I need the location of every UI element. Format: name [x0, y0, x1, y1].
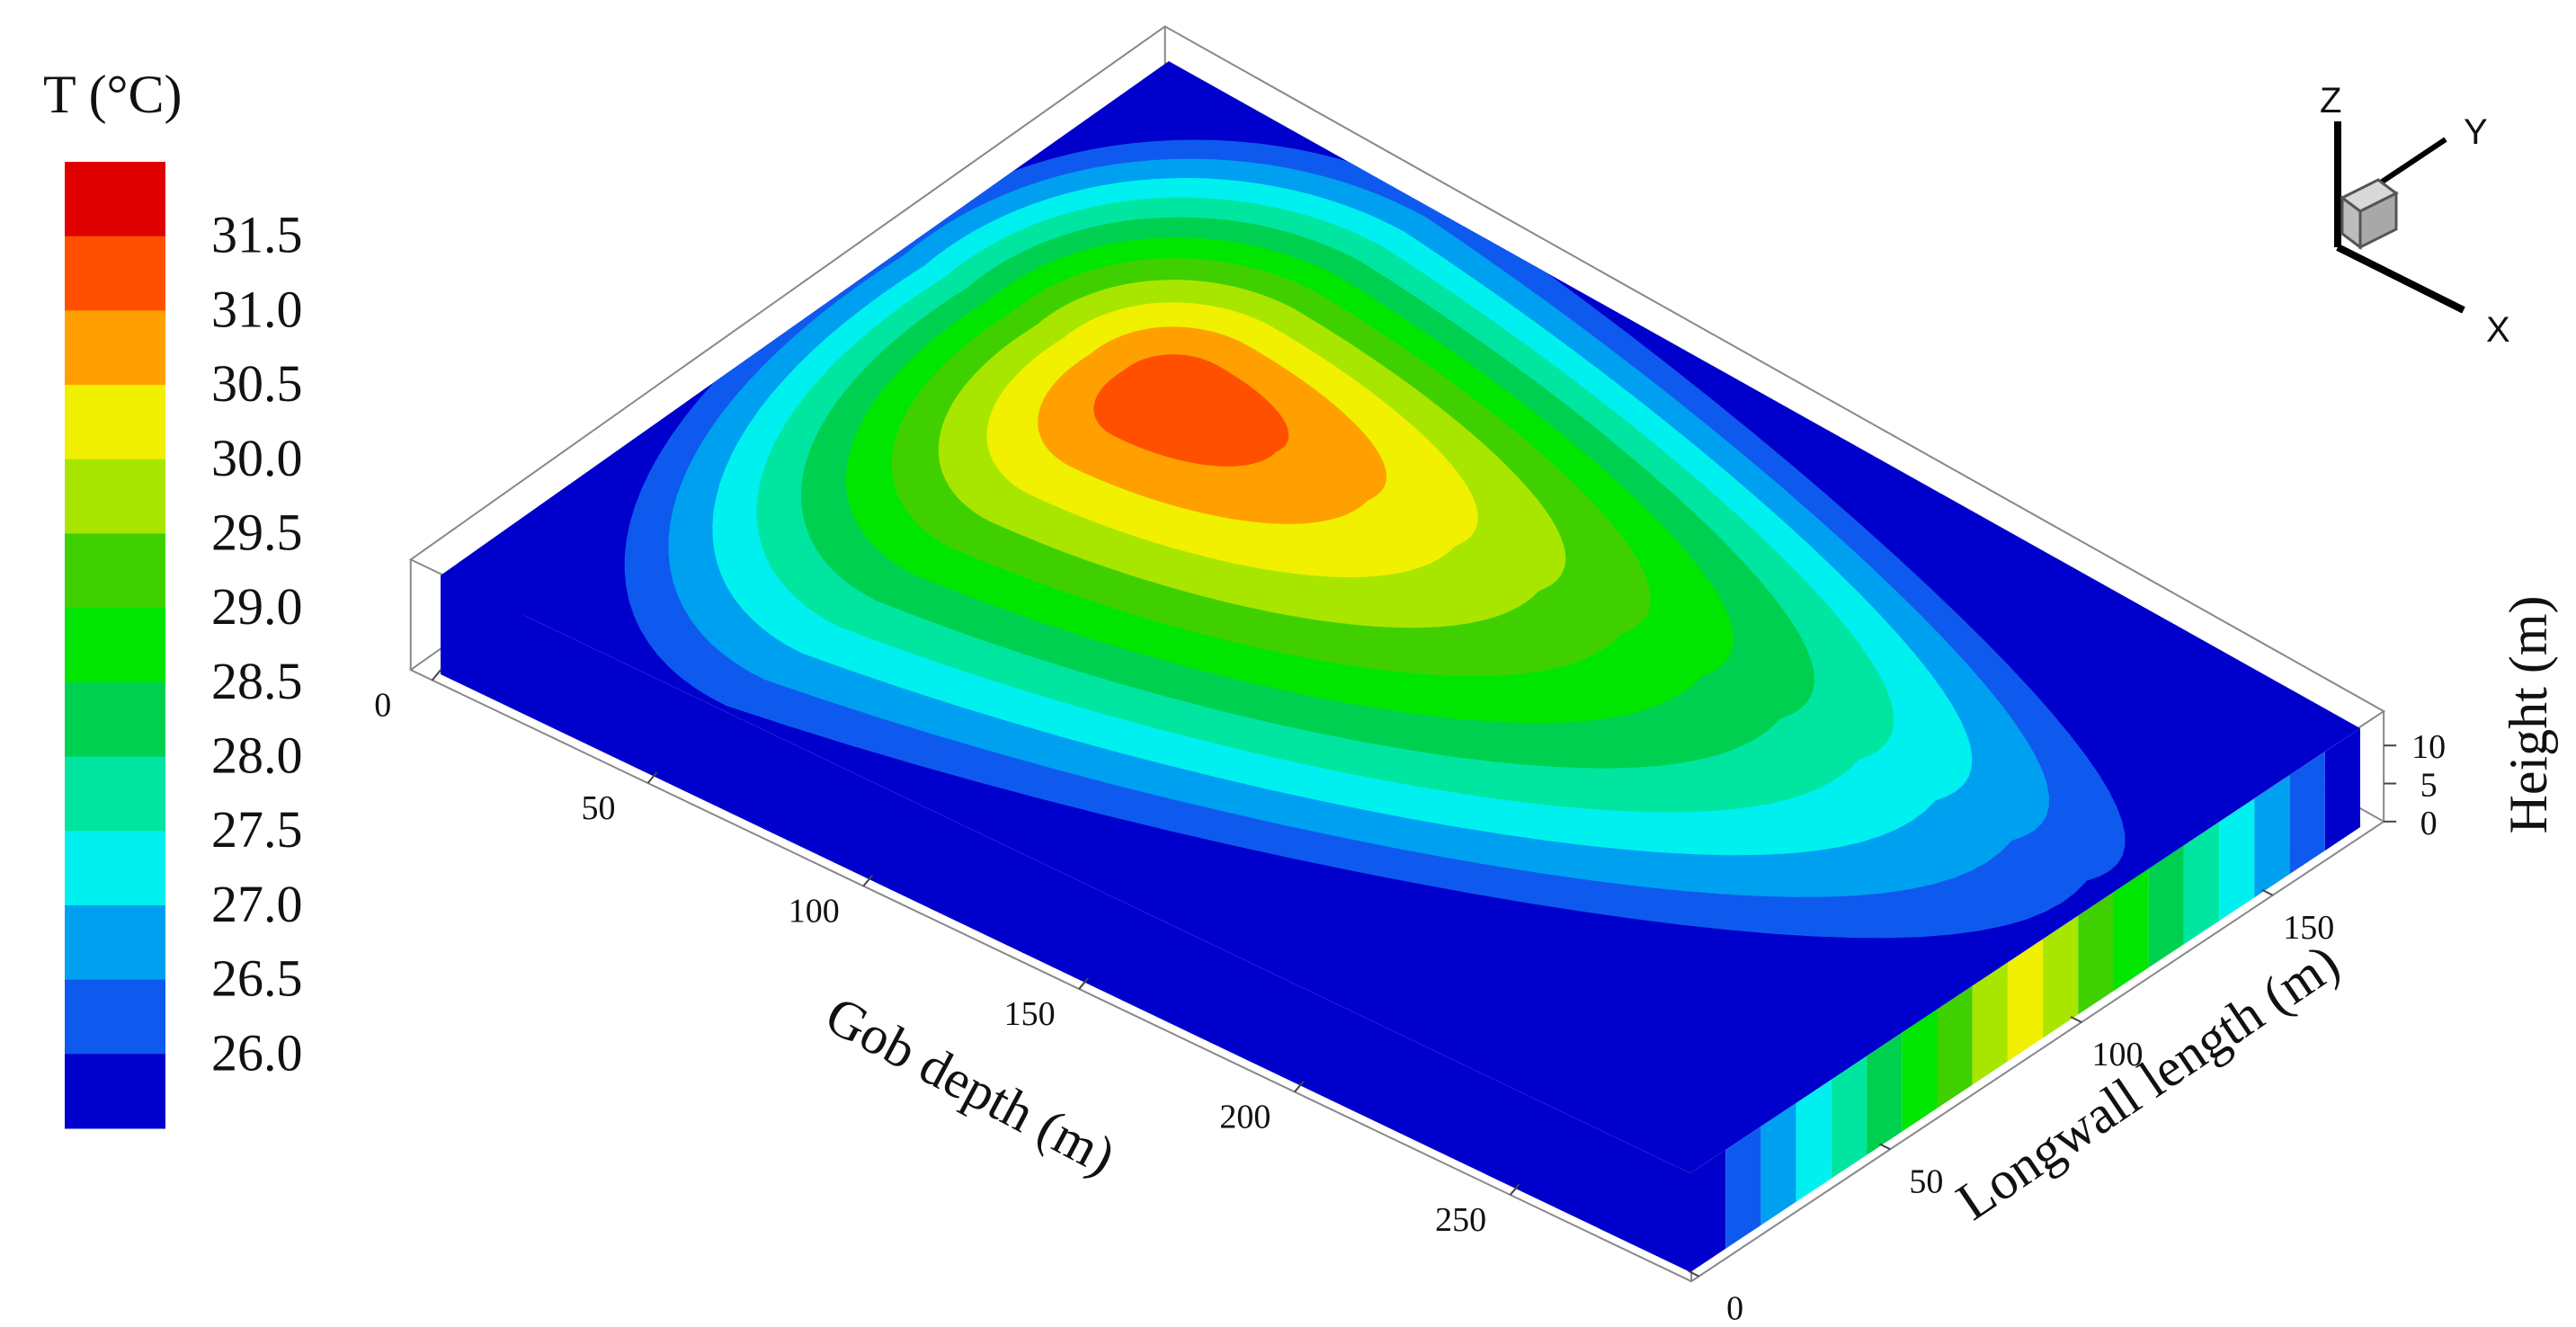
z-tick-label: 5: [2420, 767, 2438, 805]
side-face-band: [2113, 868, 2149, 992]
x-tick: [862, 874, 874, 887]
x-tick-label: 250: [1435, 1201, 1486, 1239]
colorbar-tick-label: 26.5: [211, 949, 303, 1008]
triad-x-axis: [2336, 244, 2465, 314]
side-face-band: [2324, 728, 2360, 851]
side-face-band: [1972, 962, 2008, 1085]
side-face-band: [2148, 845, 2184, 968]
z-tick-label: 10: [2411, 728, 2446, 766]
side-face-band: [2254, 775, 2290, 898]
side-face-band: [2219, 798, 2255, 922]
triad-cube: [2358, 191, 2398, 250]
top-face-contours: [441, 61, 2360, 1173]
side-face-band: [2007, 939, 2044, 1062]
orientation-triad-icon: Z Y X: [2320, 81, 2510, 350]
side-face-band: [1796, 1079, 1832, 1202]
y-tick: [2261, 888, 2274, 896]
colorbar-swatches: [65, 162, 165, 1129]
colorbar-swatch: [65, 236, 165, 311]
colorbar-swatch: [65, 756, 165, 832]
colorbar-tick-label: 29.0: [211, 577, 303, 636]
colorbar-title: T (°C): [43, 65, 183, 124]
side-face-band: [1725, 1126, 1761, 1249]
x-tick: [1078, 977, 1089, 990]
side-face-band: [2043, 915, 2079, 1038]
side-face-band: [1831, 1055, 1867, 1179]
colorbar-swatch: [65, 979, 165, 1055]
colorbar-tick-label: 27.5: [211, 800, 303, 859]
side-face-band: [441, 575, 1690, 1272]
y-tick: [1688, 1269, 1700, 1278]
x-tick: [1509, 1183, 1520, 1196]
contour-block: [441, 61, 2360, 1272]
triad-label: X: [2486, 310, 2510, 350]
y-tick-label: 100: [2092, 1036, 2144, 1073]
x-tick-label: 150: [1004, 995, 1056, 1033]
colorbar-tick-label: 29.5: [211, 503, 303, 561]
y-tick: [1878, 1143, 1891, 1151]
side-face-band: [1867, 1032, 1903, 1155]
colorbar-swatch: [65, 385, 165, 460]
x-tick: [431, 668, 442, 681]
colorbar-swatch: [65, 533, 165, 609]
colorbar-tick-label: 28.0: [211, 726, 303, 785]
colorbar-swatch: [65, 904, 165, 981]
side-face-band: [1690, 1149, 1726, 1272]
colorbar-tick-label: 28.5: [211, 652, 303, 710]
z-tick-label: 0: [2420, 805, 2438, 842]
colorbar-legend: T (°C) 31.5 31.0 30.5 30.0 29.5 29.0 28.5 28.0 2…: [43, 65, 303, 1129]
side-face-band: [2289, 752, 2325, 875]
colorbar-tick-label: 30.0: [211, 429, 303, 487]
colorbar-tick-label: 27.0: [211, 875, 303, 933]
colorbar-swatch: [65, 162, 165, 237]
x-tick: [1294, 1080, 1305, 1093]
colorbar-tick-label: 30.5: [211, 354, 303, 413]
side-face-band: [2183, 822, 2220, 945]
x-tick: [646, 771, 658, 784]
triad-label: Z: [2320, 81, 2341, 120]
x-tick-label: 0: [374, 687, 391, 725]
side-face-band: [1760, 1102, 1796, 1225]
colorbar-ticks: 31.5 31.0 30.5 30.0 29.5 29.0 28.5 28.0 27.5 27.0…: [211, 206, 303, 1082]
y-tick-label: 0: [1726, 1290, 1743, 1327]
colorbar-swatch: [65, 681, 165, 758]
side-face-band: [1937, 985, 1973, 1109]
x-tick-label: 200: [1219, 1099, 1270, 1136]
z-axis-label: Height (m): [2499, 596, 2558, 834]
y-tick-label: 150: [2283, 909, 2334, 947]
x-tick-label: 50: [582, 789, 616, 827]
side-face-front: [1690, 728, 2360, 1272]
side-face-band: [2078, 892, 2114, 1015]
colorbar-swatch: [65, 1054, 165, 1129]
colorbar-swatch: [65, 831, 165, 906]
side-face-band: [1902, 1009, 1938, 1132]
colorbar-swatch: [65, 608, 165, 683]
y-tick-label: 50: [1909, 1162, 1943, 1200]
triad-label: Y: [2464, 112, 2488, 152]
colorbar-tick-label: 31.0: [211, 280, 303, 338]
colorbar-tick-label: 31.5: [211, 206, 303, 264]
x-axis-label: Gob depth (m): [816, 984, 1125, 1186]
colorbar-swatch: [65, 459, 165, 534]
x-tick-label: 100: [789, 893, 840, 931]
contour-band: [1093, 354, 1289, 467]
colorbar-tick-label: 26.0: [211, 1023, 303, 1082]
y-tick: [2070, 1016, 2082, 1023]
colorbar-swatch: [65, 310, 165, 386]
